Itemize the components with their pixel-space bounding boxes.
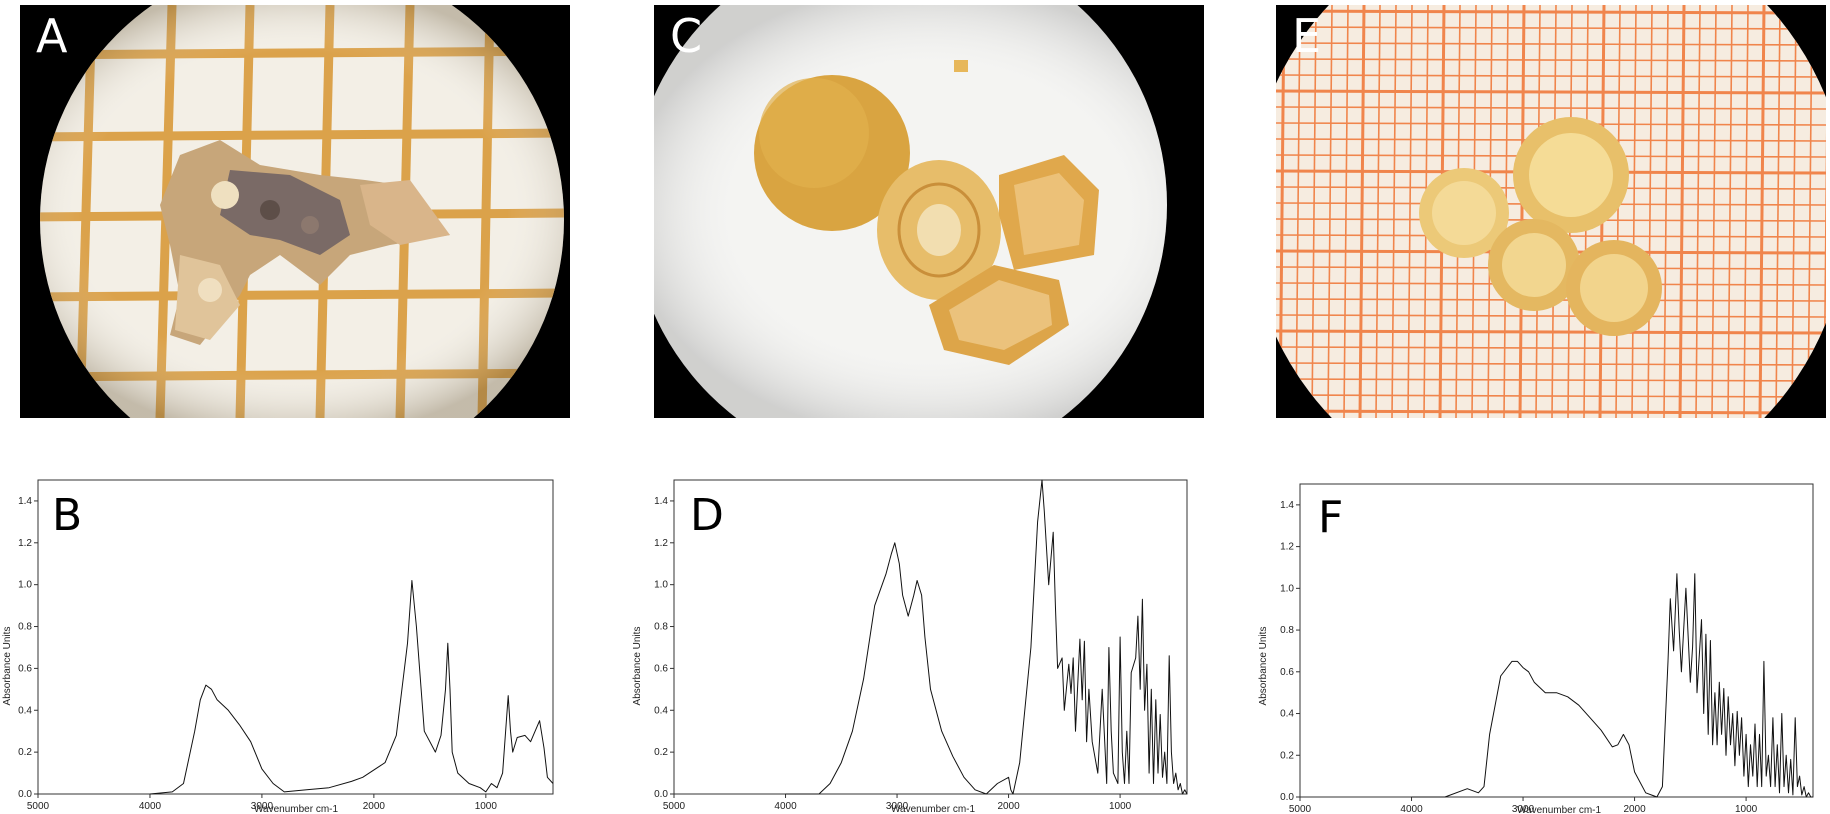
spectrum-line-d [785,479,1188,795]
x-tick-label-b: 5000 [27,801,50,812]
spectrum-chart-b: B Absorbance Units Wavenumber cm-1 0.0 0.… [2,479,554,814]
panel-label-a: A [36,9,68,63]
y-axis-title-f: Absorbance Units [1258,627,1269,706]
y-axis-title-b: Absorbance Units [2,627,13,706]
y-tick-label-f: 1.2 [1280,542,1294,553]
y-tick-label-d: 0.8 [654,622,668,633]
y-tick-label-b: 1.4 [18,496,32,507]
x-tick-label-d: 3000 [886,801,909,812]
plot-frame-f [1299,483,1814,798]
y-tick-label-d: 0.0 [654,789,668,800]
x-axis-title-f: Wavenumber cm-1 [1517,805,1602,814]
y-tick-label-b: 1.2 [18,538,32,549]
spectrum-line-f [1411,573,1813,798]
x-tick-label-f: 5000 [1289,804,1312,814]
spectrum-line-b [149,580,554,795]
x-tick-label-d: 1000 [1109,801,1132,812]
chart-panel-d: D Absorbance Units Wavenumber cm-1 0.0 0.… [632,470,1200,814]
x-tick-label-d: 5000 [663,801,686,812]
y-tick-label-b: 1.0 [18,580,32,591]
x-tick-label-b: 1000 [475,801,498,812]
y-tick-label-b: 0.4 [18,705,32,716]
x-axis-title-b: Wavenumber cm-1 [254,804,339,814]
x-tick-label-f: 4000 [1400,804,1423,814]
panel-label-e: E [1292,9,1322,63]
photo-panel-e: E [1276,5,1826,418]
x-tick-label-d: 4000 [774,801,797,812]
x-tick-label-b: 2000 [363,801,386,812]
y-axis-title-d: Absorbance Units [632,627,643,706]
y-tick-label-d: 0.4 [654,705,668,716]
photo-panel-c: C [654,5,1204,418]
panel-label-f: F [1318,492,1343,543]
y-tick-label-b: 0.0 [18,789,32,800]
y-tick-label-b: 0.6 [18,663,32,674]
chart-panel-f: F Absorbance Units Wavenumber cm-1 0.0 0.… [1258,470,1826,814]
x-tick-label-f: 2000 [1623,804,1646,814]
y-tick-label-b: 0.2 [18,747,32,758]
photo-panel-a: A [20,5,570,418]
y-tick-label-f: 0.2 [1280,750,1294,761]
panel-label-b: B [52,490,82,541]
y-tick-label-f: 1.4 [1280,500,1294,511]
x-tick-label-d: 2000 [997,801,1020,812]
y-tick-label-d: 1.4 [654,496,668,507]
x-tick-label-f: 1000 [1735,804,1758,814]
plot-frame-b [37,479,554,795]
y-tick-label-d: 0.2 [654,747,668,758]
y-tick-label-d: 0.6 [654,663,668,674]
y-tick-label-b: 0.8 [18,622,32,633]
y-tick-label-f: 0.4 [1280,709,1294,720]
spectrum-chart-d: D Absorbance Units Wavenumber cm-1 0.0 0.… [632,479,1188,814]
x-tick-label-b: 3000 [251,801,274,812]
panel-label-d: D [690,490,724,541]
plot-frame-d [673,479,1188,795]
x-tick-label-f: 3000 [1512,804,1535,814]
y-tick-label-f: 0.8 [1280,625,1294,636]
x-tick-label-b: 4000 [139,801,162,812]
y-tick-label-f: 0.6 [1280,667,1294,678]
y-tick-label-d: 1.2 [654,538,668,549]
y-tick-label-d: 1.0 [654,580,668,591]
spectrum-chart-f: F Absorbance Units Wavenumber cm-1 0.0 0.… [1258,483,1814,814]
chart-panel-b: B Absorbance Units Wavenumber cm-1 0.0 0.… [0,470,560,814]
x-axis-title-d: Wavenumber cm-1 [891,804,976,814]
y-tick-label-f: 1.0 [1280,583,1294,594]
panel-label-c: C [670,9,703,63]
y-tick-label-f: 0.0 [1280,792,1294,803]
